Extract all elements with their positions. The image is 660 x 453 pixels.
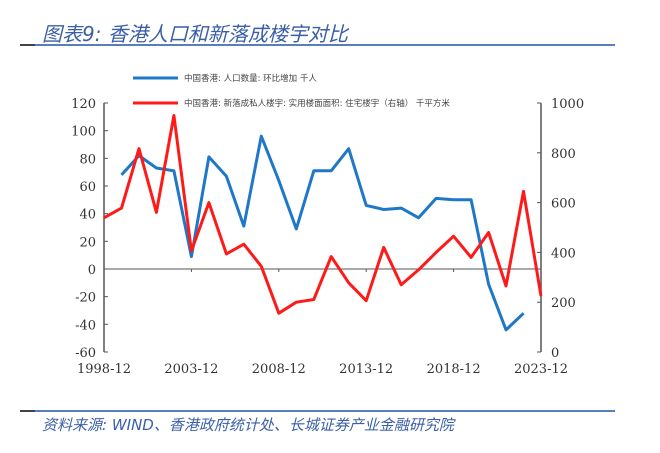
x-tick-label: 2023-12 <box>514 362 568 377</box>
title-divider <box>20 44 615 46</box>
right-tick-label: 800 <box>551 147 576 162</box>
left-tick-label: 60 <box>79 180 96 195</box>
right-tick-label: 400 <box>551 246 576 261</box>
left-tick-label: 0 <box>88 263 96 278</box>
x-tick-label: 2013-12 <box>339 362 393 377</box>
left-tick-label: 100 <box>71 125 96 140</box>
right-tick-label: 200 <box>551 296 576 311</box>
x-tick-label: 2008-12 <box>252 362 306 377</box>
left-tick-label: 80 <box>79 152 96 167</box>
left-tick-label: -20 <box>75 291 96 306</box>
legend-label-2: 中国香港: 新落成私人楼宇: 实用楼面面积: 住宅楼宇（右轴） 千平方米 <box>184 98 450 109</box>
series-line-1 <box>120 134 525 332</box>
right-tick-label: 0 <box>551 346 559 361</box>
legend-label-1: 中国香港: 人口数量: 环比增加 千人 <box>184 73 317 84</box>
left-tick-label: -40 <box>75 318 96 333</box>
left-tick-label: 40 <box>79 208 96 223</box>
left-tick-label: 120 <box>71 97 96 112</box>
x-tick-label: 2018-12 <box>427 362 481 377</box>
left-tick-label: -60 <box>75 346 96 361</box>
series-line-2 <box>103 114 543 315</box>
source-note: 资料来源: WIND、香港政府统计处、长城证券产业金融研究院 <box>42 416 454 434</box>
x-tick-label: 1998-12 <box>77 362 131 377</box>
left-tick-label: 20 <box>79 235 96 250</box>
source-divider <box>20 410 615 412</box>
right-tick-label: 600 <box>551 197 576 212</box>
right-tick-label: 1000 <box>551 97 584 112</box>
x-tick-label: 2003-12 <box>164 362 218 377</box>
figure-title: 图表9: 香港人口和新落成楼宇对比 <box>42 22 348 46</box>
